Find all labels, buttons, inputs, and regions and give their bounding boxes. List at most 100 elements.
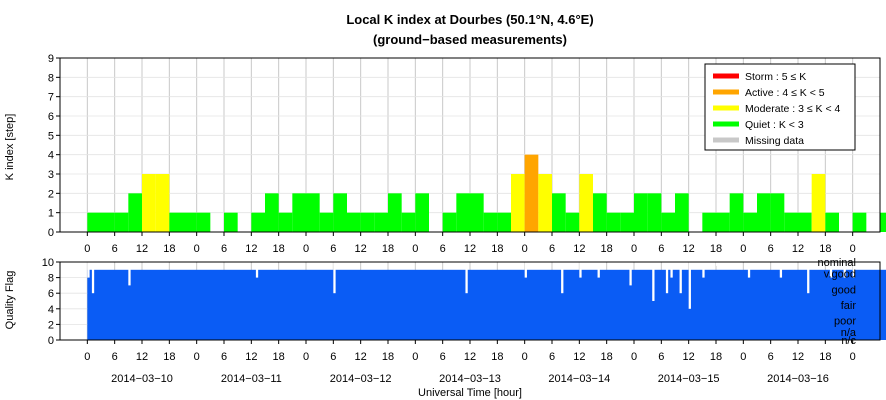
k-xtick-label: 6 [330,243,336,255]
quality-level-label: poor [834,316,856,328]
x-axis-label: Universal Time [hour] [418,387,522,399]
k-index-bar [333,193,347,232]
quality-drop [255,262,259,278]
quality-drop [652,262,655,301]
k-xtick-label: 0 [194,243,200,255]
k-index-bar [483,212,498,232]
quality-drop [629,262,632,286]
k-index-bar [196,212,211,232]
q-xtick-label: 12 [245,351,257,363]
q-ytick-label: 4 [48,304,54,316]
k-index-bar [224,212,238,232]
k-index-bar [524,154,539,232]
chart-title-line1: Local K index at Dourbes (50.1°N, 4.6°E) [346,12,593,27]
quality-drop [679,262,682,294]
k-xtick-label: 12 [245,243,257,255]
q-xtick-label: 18 [491,351,503,363]
k-xtick-label: 0 [412,243,418,255]
chart-title-line2: (ground−based measurements) [373,32,567,47]
k-index-bar [292,193,306,232]
q-xtick-label: 6 [658,351,664,363]
date-label: 2014−03−10 [111,373,173,385]
k-index-bar [388,193,402,232]
quality-level-label: n/c [841,335,856,347]
k-index-bar [620,212,634,232]
k-xtick-label: 0 [850,243,856,255]
q-xtick-label: 0 [850,351,856,363]
k-index-bar [852,212,867,232]
date-label: 2014−03−14 [548,373,610,385]
k-xtick-label: 0 [740,243,746,255]
q-xtick-label: 18 [601,351,613,363]
date-label: 2014−03−12 [330,373,392,385]
q-xtick-label: 18 [710,351,722,363]
k-index-bar [538,174,552,232]
quality-drop [524,262,527,278]
k-xtick-label: 6 [112,243,118,255]
q-ytick-label: 10 [42,257,54,269]
quality-drop [670,262,673,278]
quality-fill-top [87,266,886,270]
k-xtick-label: 18 [273,243,285,255]
quality-drop [688,262,691,309]
k-axis-label: K index [step] [4,114,16,181]
k-ytick-label: 3 [48,169,54,181]
k-index-bar [87,212,101,232]
k-index-bar [183,212,197,232]
q-xtick-label: 12 [464,351,476,363]
quality-drop [561,262,564,294]
k-xtick-label: 12 [683,243,695,255]
k-index-bar [661,212,675,232]
k-index-bar [128,193,142,232]
quality-level-label: nominal [817,257,856,269]
k-index-bar [155,174,170,232]
quality-drop [128,262,131,286]
quality-drop [665,262,669,294]
k-xtick-label: 6 [440,243,446,255]
quality-level-label: n/a [841,327,857,339]
q-xtick-label: 0 [412,351,418,363]
k-ytick-label: 7 [48,92,54,104]
q-xtick-label: 6 [768,351,774,363]
k-xtick-label: 18 [491,243,503,255]
date-label: 2014−03−11 [221,373,282,385]
q-xtick-label: 12 [355,351,367,363]
q-xtick-label: 0 [522,351,528,363]
q-xtick-label: 18 [163,351,175,363]
k-index-bar [278,212,293,232]
k-index-bar [319,212,334,232]
legend-label-storm: Storm : 5 ≤ K [745,71,806,83]
q-xtick-label: 18 [382,351,394,363]
k-index-bar [114,212,129,232]
k-ytick-label: 2 [48,188,54,200]
q-xtick-label: 18 [819,351,831,363]
q-xtick-label: 0 [631,351,637,363]
k-xtick-label: 0 [522,243,528,255]
q-xtick-label: 6 [549,351,555,363]
q-xtick-label: 6 [221,351,227,363]
k-xtick-label: 12 [792,243,804,255]
k-index-bar [702,212,716,232]
q-xtick-label: 0 [303,351,309,363]
k-index-bar [251,212,265,232]
k-xtick-label: 18 [710,243,722,255]
k-index-bar [770,193,785,232]
k-index-bar [456,193,470,232]
k-ytick-label: 6 [48,111,54,123]
k-index-bar [347,212,361,232]
k-xtick-label: 18 [382,243,394,255]
q-xtick-label: 12 [136,351,148,363]
quality-level-label: v.good [824,269,856,281]
date-label: 2014−03−16 [767,373,829,385]
k-index-bar [798,212,812,232]
k-index-bar [101,212,115,232]
q-ytick-label: 2 [48,319,54,331]
k-xtick-label: 12 [573,243,585,255]
k-xtick-label: 6 [768,243,774,255]
k-xtick-label: 0 [84,243,90,255]
quality-drop [333,262,336,294]
k-index-bar [374,212,388,232]
k-index-bar [593,193,607,232]
quality-fill [87,269,886,340]
